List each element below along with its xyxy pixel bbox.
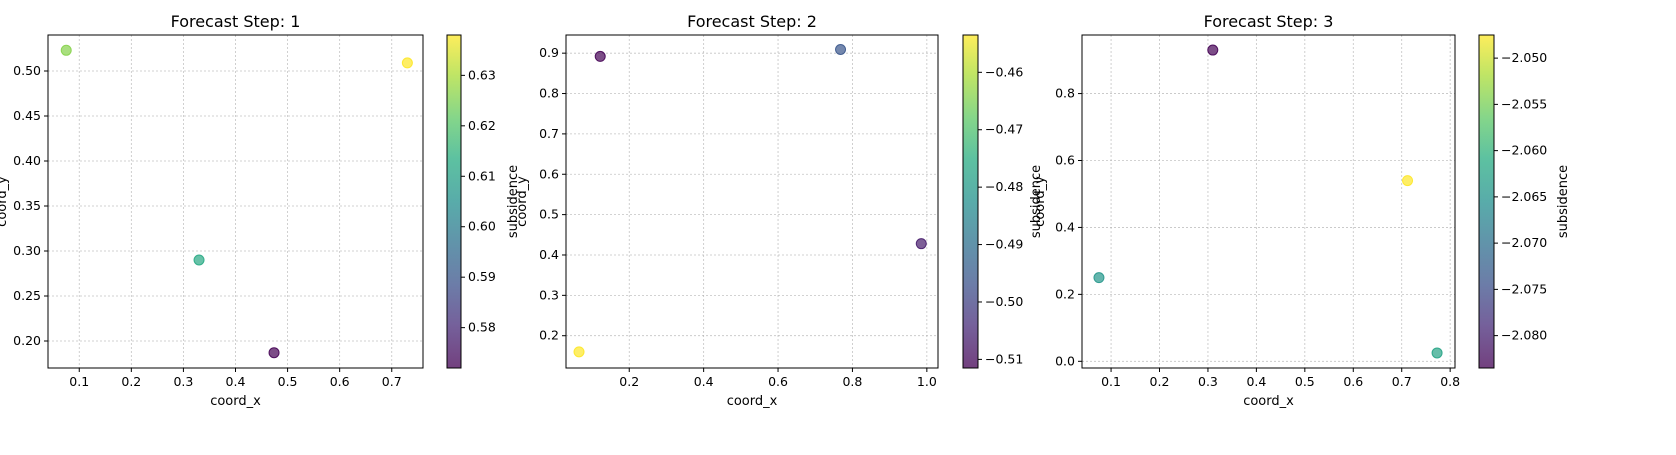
scatter-panel-1: 0.1 0.2 0.3 0.4 0.5 0.6 0.7 0.20 0.25 0.30 0.35 0.4…	[0, 12, 521, 409]
x-tick-label: 0.8	[1440, 374, 1460, 389]
x-tick-label: 0.5	[278, 374, 298, 389]
colorbar-tick-label: 0.62	[468, 118, 496, 133]
colorbar-tick-label: 0.60	[468, 219, 496, 234]
colorbar-frame	[1478, 34, 1495, 369]
colorbar-tick-label: 0.63	[468, 67, 496, 82]
axes-frame	[1081, 34, 1456, 369]
y-tick-label: 0.7	[539, 126, 559, 141]
y-axis-label: coord_y	[0, 176, 10, 227]
chart-title: Forecast Step: 2	[687, 12, 817, 31]
y-tick-label: 0.6	[539, 166, 559, 181]
x-tick-label: 0.2	[619, 374, 639, 389]
data-point	[573, 346, 585, 358]
data-point	[915, 238, 927, 250]
x-tick-label: 0.5	[1295, 374, 1315, 389]
data-point	[401, 57, 413, 69]
data-point	[835, 44, 847, 56]
y-tick-label: 0.45	[13, 108, 41, 123]
chart-title: Forecast Step: 3	[1204, 12, 1334, 31]
chart-title: Forecast Step: 1	[171, 12, 301, 31]
data-point	[1207, 44, 1219, 56]
x-tick-label: 0.6	[330, 374, 350, 389]
x-tick-label: 0.3	[1198, 374, 1218, 389]
y-tick-label: 0.4	[539, 247, 559, 262]
x-tick-label: 0.4	[226, 374, 246, 389]
data-point	[1431, 347, 1443, 359]
y-tick-label: 0.9	[539, 45, 559, 60]
colorbar-tick-label: −0.50	[985, 294, 1023, 309]
colorbar-tick-label: −0.51	[985, 351, 1023, 366]
y-tick-label: 0.25	[13, 288, 41, 303]
x-axis-label: coord_x	[210, 394, 261, 409]
y-tick-label: 0.50	[13, 63, 41, 78]
colorbar-tick-label: −0.47	[985, 122, 1023, 137]
colorbar-label: subsidence	[1556, 165, 1571, 238]
y-tick-label: 0.5	[539, 207, 559, 222]
colorbar-fill	[447, 35, 461, 368]
data-point	[60, 44, 72, 56]
y-tick-label: 0.4	[1055, 219, 1075, 234]
colorbar-frame	[962, 34, 979, 369]
x-tick-label: 0.4	[694, 374, 714, 389]
x-tick-label: 0.7	[1392, 374, 1412, 389]
colorbar-tick-label: −2.050	[1501, 50, 1547, 65]
colorbar-tick-label: 0.58	[468, 320, 496, 335]
colorbar-tick-label: −0.46	[985, 64, 1023, 79]
colorbar-tick-label: 0.59	[468, 269, 496, 284]
x-tick-label: 0.7	[382, 374, 402, 389]
colorbar: 0.58 0.59 0.60 0.61 0.62 0.63 subsidence	[446, 34, 521, 369]
y-tick-label: 0.2	[539, 328, 559, 343]
x-tick-label: 1.0	[917, 374, 937, 389]
y-tick-label: 0.3	[539, 287, 559, 302]
y-tick-label: 0.8	[1055, 86, 1075, 101]
x-tick-label: 0.2	[1150, 374, 1170, 389]
colorbar-tick-label: −2.065	[1501, 189, 1547, 204]
y-tick-label: 0.35	[13, 198, 41, 213]
colorbar-tick-label: −0.49	[985, 237, 1023, 252]
colorbar-label: subsidence	[506, 165, 521, 238]
axes-frame	[565, 34, 939, 369]
data-point	[1402, 175, 1414, 187]
colorbar-tick-label: 0.61	[468, 168, 496, 183]
x-tick-label: 0.1	[1101, 374, 1121, 389]
scatter-panel-2: 0.2 0.4 0.6 0.8 1.0 0.2 0.3 0.4 0.5 0.6 0.7 0.8 0.9 F…	[515, 12, 1044, 409]
colorbar-tick-label: −2.075	[1501, 281, 1547, 296]
data-point	[193, 254, 205, 266]
scatter-panel-3: 0.1 0.2 0.3 0.4 0.5 0.6 0.7 0.8 0.0 0.2 0.4 0.6 0.8 F…	[1033, 12, 1571, 409]
y-tick-label: 0.0	[1055, 353, 1075, 368]
x-tick-label: 0.6	[768, 374, 788, 389]
x-tick-label: 0.8	[842, 374, 862, 389]
colorbar-fill	[1479, 35, 1494, 368]
x-tick-label: 0.4	[1246, 374, 1266, 389]
colorbar-fill	[963, 35, 978, 368]
y-tick-label: 0.20	[13, 333, 41, 348]
x-tick-label: 0.6	[1343, 374, 1363, 389]
y-tick-label: 0.8	[539, 86, 559, 101]
colorbar-tick-label: −2.055	[1501, 96, 1547, 111]
colorbar-label: subsidence	[1029, 165, 1044, 238]
data-point	[594, 50, 606, 62]
colorbar-tick-label: −0.48	[985, 179, 1023, 194]
colorbar-tick-label: −2.070	[1501, 235, 1547, 250]
y-tick-label: 0.2	[1055, 286, 1075, 301]
y-axis-label: coord_y	[1033, 176, 1048, 227]
x-tick-label: 0.3	[173, 374, 193, 389]
data-point	[1093, 272, 1105, 284]
colorbar-frame	[446, 34, 462, 369]
y-tick-label: 0.40	[13, 153, 41, 168]
data-point	[268, 347, 280, 359]
colorbar-tick-label: −2.080	[1501, 328, 1547, 343]
colorbar: −2.080 −2.075 −2.070 −2.065 −2.060 −2.055 −2.0…	[1478, 34, 1571, 369]
x-tick-label: 0.2	[121, 374, 141, 389]
colorbar-tick-label: −2.060	[1501, 143, 1547, 158]
x-axis-label: coord_x	[1243, 394, 1294, 409]
colorbar: −0.51 −0.50 −0.49 −0.48 −0.47 −0.46 subsidence	[962, 34, 1044, 369]
y-tick-label: 0.6	[1055, 153, 1075, 168]
x-tick-label: 0.1	[69, 374, 89, 389]
y-axis-label: coord_y	[515, 176, 530, 227]
y-tick-label: 0.30	[13, 243, 41, 258]
x-axis-label: coord_x	[727, 394, 778, 409]
